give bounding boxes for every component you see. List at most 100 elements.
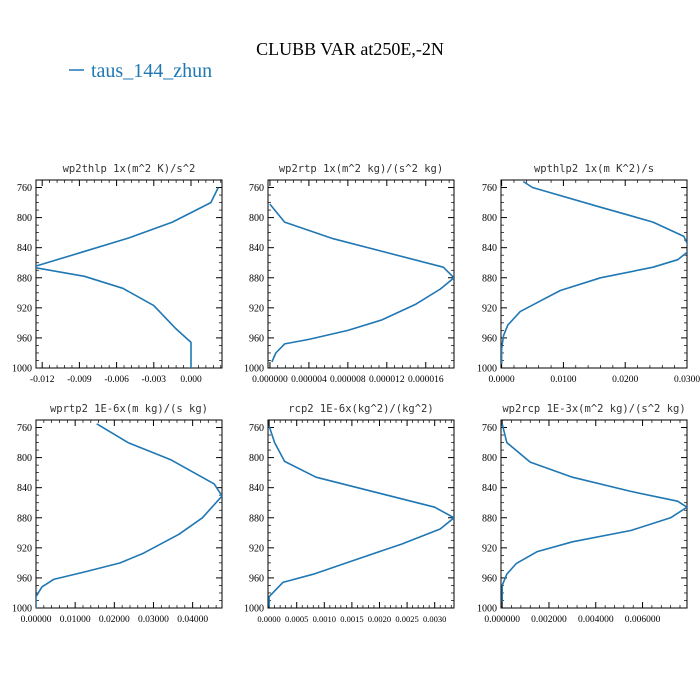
y-tick-label: 800 xyxy=(249,453,264,464)
chart-panel: wp2rtp 1x(m^2 kg)/(s^2 kg) 760 800 840 880 92… xyxy=(244,163,455,385)
plot-frame xyxy=(500,179,688,369)
y-tick-label: 1000 xyxy=(244,364,264,375)
y-tick-label: 760 xyxy=(249,183,264,194)
x-tick-label: 0.0100 xyxy=(550,375,576,385)
x-tick-label: -0.012 xyxy=(30,375,55,385)
y-tick-label: 840 xyxy=(249,243,264,254)
y-tick-label: 1000 xyxy=(12,364,32,375)
y-tick-label: 920 xyxy=(482,543,497,554)
x-tick-label: 0.0020 xyxy=(368,614,391,624)
x-tick-label: 0.02000 xyxy=(99,615,130,625)
series-line xyxy=(36,187,220,368)
series-line xyxy=(36,423,222,608)
y-tick-label: 760 xyxy=(249,423,264,434)
y-tick-label: 840 xyxy=(482,483,497,494)
x-tick-label: 0.000004 xyxy=(291,375,327,385)
x-tick-label: -0.009 xyxy=(67,375,92,385)
plot-frame xyxy=(35,419,223,609)
chart-panel: wpthlp2 1x(m K^2)/s 760 800 840 880 920 960 100… xyxy=(477,163,700,385)
y-tick-label: 840 xyxy=(249,483,264,494)
y-tick-label: 920 xyxy=(17,303,32,314)
x-tick-label: 0.006000 xyxy=(625,615,661,625)
chart-panel: rcp2 1E-6x(kg^2)/(kg^2) 760 800 840 880 920 96… xyxy=(244,403,455,624)
panel-title: wp2rtp 1x(m^2 kg)/(s^2 kg) xyxy=(279,163,443,175)
panel-title: wpthlp2 1x(m K^2)/s xyxy=(534,163,654,175)
legend-label: taus_144_zhun xyxy=(91,60,212,82)
x-tick-label: 0.03000 xyxy=(138,615,169,625)
plot-frame xyxy=(267,179,455,369)
chart-panel: wprtp2 1E-6x(m kg)/(s kg) 760 800 840 880 920… xyxy=(12,403,223,625)
y-tick-label: 880 xyxy=(249,513,264,524)
y-tick-label: 800 xyxy=(17,213,32,224)
y-tick-label: 880 xyxy=(17,273,32,284)
x-tick-label: 0.002000 xyxy=(531,615,567,625)
y-tick-label: 1000 xyxy=(244,604,264,615)
y-tick-label: 760 xyxy=(482,183,497,194)
panel-title: wprtp2 1E-6x(m kg)/(s kg) xyxy=(50,403,208,415)
x-tick-label: 0.0025 xyxy=(395,614,418,624)
x-tick-label: 0.0030 xyxy=(423,614,446,624)
x-tick-label: 0.004000 xyxy=(578,615,614,625)
y-tick-label: 840 xyxy=(17,483,32,494)
x-tick-label: -0.003 xyxy=(142,375,167,385)
y-tick-label: 960 xyxy=(249,573,264,584)
y-tick-label: 1000 xyxy=(12,604,32,615)
series-line xyxy=(501,423,687,602)
x-tick-label: 0.000008 xyxy=(330,375,366,385)
panel-title: wp2thlp 1x(m^2 K)/s^2 xyxy=(63,163,196,175)
y-tick-label: 800 xyxy=(482,453,497,464)
y-tick-label: 1000 xyxy=(477,364,497,375)
y-tick-label: 880 xyxy=(482,513,497,524)
x-tick-label: 0.01000 xyxy=(60,615,91,625)
y-tick-label: 840 xyxy=(17,243,32,254)
x-tick-label: 0.000016 xyxy=(408,375,444,385)
x-tick-label: 0.0000 xyxy=(257,614,280,624)
x-tick-label: 0.000 xyxy=(180,375,202,385)
plot-frame xyxy=(500,419,688,609)
x-tick-label: 0.0200 xyxy=(612,375,638,385)
y-tick-label: 800 xyxy=(482,213,497,224)
x-tick-label: 0.0015 xyxy=(340,614,363,624)
y-tick-label: 880 xyxy=(249,273,264,284)
x-tick-label: 0.0300 xyxy=(674,375,700,385)
y-tick-label: 800 xyxy=(17,453,32,464)
panel-title: rcp2 1E-6x(kg^2)/(kg^2) xyxy=(288,403,433,415)
series-line xyxy=(501,180,687,365)
y-tick-label: 760 xyxy=(482,423,497,434)
x-tick-label: 0.0005 xyxy=(285,614,308,624)
x-tick-label: 0.04000 xyxy=(177,615,208,625)
x-tick-label: 0.000000 xyxy=(252,375,288,385)
figure-title: CLUBB VAR at250E,-2N xyxy=(256,39,444,59)
chart-panel: wp2rcp 1E-3x(m^2 kg)/(s^2 kg) 760 800 840 88… xyxy=(477,403,688,625)
y-tick-label: 960 xyxy=(249,333,264,344)
y-tick-label: 760 xyxy=(17,423,32,434)
y-tick-label: 920 xyxy=(17,543,32,554)
y-tick-label: 960 xyxy=(17,573,32,584)
y-tick-label: 760 xyxy=(17,183,32,194)
x-tick-label: 0.000000 xyxy=(484,615,520,625)
x-tick-label: -0.006 xyxy=(104,375,129,385)
x-tick-label: 0.000012 xyxy=(369,375,405,385)
x-tick-label: 0.0000 xyxy=(489,375,515,385)
plot-frame xyxy=(35,179,223,369)
y-tick-label: 920 xyxy=(249,543,264,554)
series-line xyxy=(269,203,454,363)
legend: taus_144_zhun xyxy=(69,60,212,82)
y-tick-label: 920 xyxy=(249,303,264,314)
plot-frame xyxy=(267,419,455,609)
y-tick-label: 1000 xyxy=(477,604,497,615)
x-tick-label: 0.0010 xyxy=(313,614,336,624)
y-tick-label: 920 xyxy=(482,303,497,314)
y-tick-label: 960 xyxy=(17,333,32,344)
series-line xyxy=(268,425,454,607)
y-tick-label: 960 xyxy=(482,333,497,344)
panels-grid: wp2thlp 1x(m^2 K)/s^2 760 800 840 880 920 960 1… xyxy=(12,163,700,625)
y-tick-label: 880 xyxy=(482,273,497,284)
y-tick-label: 840 xyxy=(482,243,497,254)
chart-panel: wp2thlp 1x(m^2 K)/s^2 760 800 840 880 920 960 1… xyxy=(12,163,223,385)
y-tick-label: 880 xyxy=(17,513,32,524)
y-tick-label: 960 xyxy=(482,573,497,584)
y-tick-label: 800 xyxy=(249,213,264,224)
panel-title: wp2rcp 1E-3x(m^2 kg)/(s^2 kg) xyxy=(502,403,685,415)
